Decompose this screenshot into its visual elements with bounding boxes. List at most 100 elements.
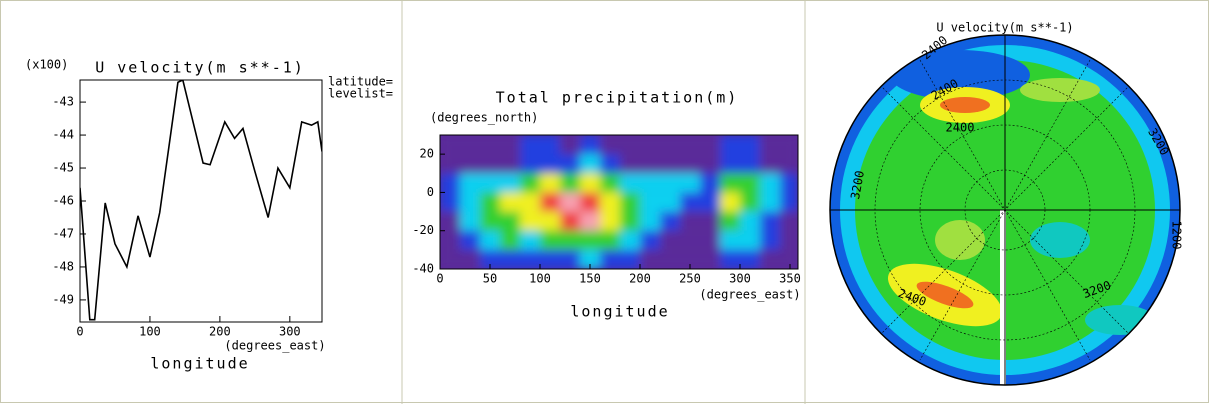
cell <box>440 135 460 155</box>
cell <box>580 173 600 193</box>
cell <box>720 230 740 250</box>
heatmap-cells <box>440 135 798 269</box>
cell <box>560 249 580 269</box>
cell <box>640 173 660 193</box>
cell <box>500 135 520 155</box>
cell <box>660 173 680 193</box>
cell <box>740 135 760 155</box>
cell <box>460 154 480 174</box>
cell <box>600 173 620 193</box>
cell <box>640 230 660 250</box>
cell <box>440 154 460 174</box>
cell <box>440 249 460 269</box>
x-tick-label: 300 <box>279 325 301 339</box>
cell <box>720 192 740 212</box>
cell <box>600 192 620 212</box>
cell <box>660 192 680 212</box>
cell <box>460 211 480 231</box>
cell <box>460 249 480 269</box>
cell <box>700 135 720 155</box>
cell <box>480 135 500 155</box>
y-tick-label: -44 <box>52 128 74 142</box>
cell <box>660 211 680 231</box>
x-tick-label: 300 <box>729 272 751 286</box>
cell <box>580 192 600 212</box>
cell <box>580 154 600 174</box>
cell <box>780 192 798 212</box>
cell <box>440 230 460 250</box>
cell <box>700 211 720 231</box>
cell <box>760 154 780 174</box>
cell <box>460 135 480 155</box>
cell <box>600 154 620 174</box>
chart-title: U velocity(m s**-1) <box>95 59 305 77</box>
cell <box>580 249 600 269</box>
y-unit-label: (degrees_north) <box>430 111 538 125</box>
x-tick-label: 200 <box>629 272 651 286</box>
y-tick-label: -49 <box>52 292 74 306</box>
cell <box>540 211 560 231</box>
cell <box>680 173 700 193</box>
cell <box>560 135 580 155</box>
cell <box>660 154 680 174</box>
cell <box>480 154 500 174</box>
cell <box>640 211 660 231</box>
cell <box>540 192 560 212</box>
cell <box>580 135 600 155</box>
cell <box>500 173 520 193</box>
contour-label: 1200 <box>1170 221 1184 250</box>
cell <box>500 154 520 174</box>
panel-line: (x100) U velocity(m s**-1) latitude=leveli… <box>25 58 393 373</box>
contour-label: 2400 <box>946 121 975 135</box>
cell <box>520 249 540 269</box>
cell <box>600 249 620 269</box>
cell <box>560 230 580 250</box>
cell <box>720 211 740 231</box>
x-tick-label: 0 <box>76 325 83 339</box>
x-axis-label: longitude <box>150 355 249 373</box>
cell <box>740 192 760 212</box>
y-tick-label: -40 <box>412 262 434 276</box>
x-tick-label: 50 <box>483 272 497 286</box>
cell <box>460 230 480 250</box>
cell <box>580 211 600 231</box>
cell <box>700 173 720 193</box>
cell <box>740 154 760 174</box>
cell <box>640 249 660 269</box>
cell <box>540 135 560 155</box>
x-tick-label: 0 <box>436 272 443 286</box>
cell <box>760 211 780 231</box>
cell <box>780 154 798 174</box>
x-tick-label: 200 <box>209 325 231 339</box>
note: levelist= <box>328 87 393 101</box>
cell <box>620 249 640 269</box>
cell <box>780 249 798 269</box>
cell <box>520 192 540 212</box>
cell <box>460 192 480 212</box>
cell <box>500 211 520 231</box>
y-tick-label: -43 <box>52 95 74 109</box>
cell <box>700 192 720 212</box>
cell <box>440 173 460 193</box>
contour-label: 3200 <box>848 169 867 200</box>
cell <box>640 192 660 212</box>
cell <box>560 192 580 212</box>
y-tick-label: -45 <box>52 161 74 175</box>
cell <box>680 135 700 155</box>
cell <box>500 230 520 250</box>
data-line <box>80 80 322 321</box>
cell <box>700 249 720 269</box>
panel-heatmap: Total precipitation(m) (degrees_north) -40… <box>412 89 801 321</box>
cell <box>600 135 620 155</box>
chart-title: Total precipitation(m) <box>496 89 739 107</box>
x-tick-label: 350 <box>779 272 801 286</box>
x-tick-label: 150 <box>579 272 601 286</box>
cell <box>740 211 760 231</box>
cell <box>780 173 798 193</box>
cell <box>520 230 540 250</box>
cell <box>680 230 700 250</box>
cell <box>460 173 480 193</box>
cell <box>620 154 640 174</box>
cell <box>480 192 500 212</box>
